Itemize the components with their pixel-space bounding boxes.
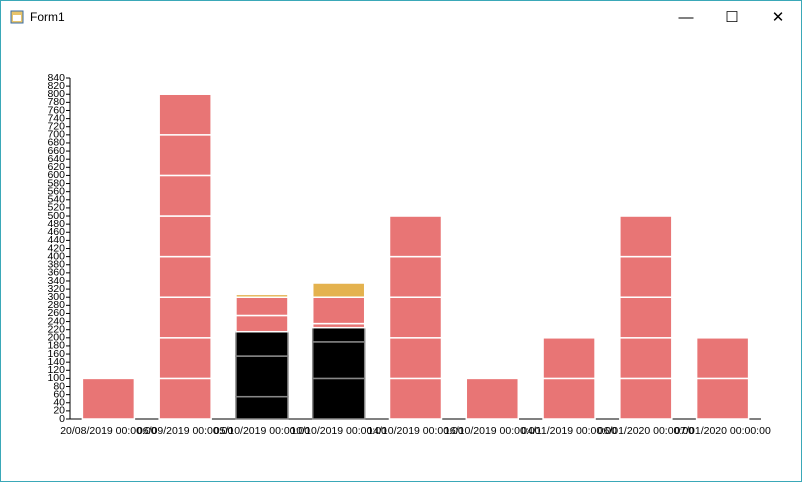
- y-tick-label: 520: [47, 202, 65, 214]
- y-tick-label: 260: [47, 307, 65, 319]
- bar-segment: [619, 377, 673, 420]
- bar-segment: [619, 296, 673, 339]
- bar-segment: [388, 296, 443, 339]
- app-icon: [10, 10, 24, 24]
- bar-segment: [235, 314, 289, 333]
- y-tick-label: 300: [47, 291, 65, 303]
- y-tick-label: 80: [53, 380, 65, 392]
- chart: 0204060801001201401601802002202402602803…: [47, 72, 771, 437]
- x-tick-label: 10/10/2019 00:00:00: [291, 425, 388, 437]
- bar-segment: [311, 377, 366, 420]
- y-tick-label: 820: [47, 80, 65, 92]
- x-tick-label: 16/10/2019 00:00:00: [444, 425, 541, 437]
- x-tick-label: 07/01/2020 00:00:00: [674, 425, 771, 437]
- y-tick-label: 120: [47, 364, 65, 376]
- bar-segment: [158, 337, 212, 380]
- bar-segment: [235, 293, 289, 298]
- x-tick-label: 06/01/2020 00:00:00: [598, 425, 695, 437]
- y-tick-label: 360: [47, 267, 65, 279]
- bar-segment: [311, 282, 366, 298]
- y-tick-label: 40: [53, 397, 65, 409]
- y-tick-label: 720: [47, 120, 65, 132]
- bar-segment: [235, 296, 289, 317]
- y-tick-label: 340: [47, 275, 65, 287]
- bar-segment: [158, 296, 212, 339]
- y-tick-label: 240: [47, 315, 65, 327]
- y-tick-label: 320: [47, 283, 65, 295]
- bar-segment: [619, 337, 673, 380]
- y-tick-label: 620: [47, 161, 65, 173]
- y-tick-label: 100: [47, 372, 65, 384]
- x-tick-label: 14/10/2019 00:00:00: [367, 425, 464, 437]
- y-tick-label: 180: [47, 340, 65, 352]
- y-tick-label: 600: [47, 169, 65, 181]
- y-tick-label: 20: [53, 405, 65, 417]
- y-tick-label: 500: [47, 210, 65, 222]
- y-tick-label: 460: [47, 226, 65, 238]
- x-tick-label: 05/10/2019 00:00:00: [214, 425, 311, 437]
- y-tick-label: 400: [47, 250, 65, 262]
- title-bar: Form1 — ☐ ✕: [1, 1, 801, 33]
- bar-segment: [465, 377, 520, 420]
- y-tick-label: 640: [47, 153, 65, 165]
- bar-segment: [388, 255, 443, 298]
- bar-segment: [235, 355, 289, 398]
- y-tick-label: 560: [47, 185, 65, 197]
- bar-segment: [81, 377, 136, 420]
- bar-segment: [235, 330, 289, 357]
- y-tick-label: 200: [47, 332, 65, 344]
- bar-segment: [695, 337, 750, 380]
- bar-segment: [695, 377, 750, 420]
- y-tick-label: 760: [47, 104, 65, 116]
- y-tick-label: 660: [47, 145, 65, 157]
- y-tick-label: 680: [47, 137, 65, 149]
- bar-segment: [158, 134, 212, 177]
- y-tick-label: 780: [47, 96, 65, 108]
- y-tick-label: 480: [47, 218, 65, 230]
- x-tick-label: 06/09/2019 00:00:00: [137, 425, 234, 437]
- bar-segment: [542, 337, 596, 380]
- y-tick-label: 420: [47, 242, 65, 254]
- y-tick-label: 540: [47, 194, 65, 206]
- bar-segment: [388, 215, 443, 258]
- bar-segment: [619, 255, 673, 298]
- y-tick-label: 60: [53, 388, 65, 400]
- y-tick-label: 140: [47, 356, 65, 368]
- bar-segment: [388, 337, 443, 380]
- bar-segment: [311, 341, 366, 380]
- y-tick-label: 840: [47, 72, 65, 84]
- bar-segment: [158, 377, 212, 420]
- x-tick-label: 04/11/2019 00:00:00: [521, 425, 617, 437]
- bar-segment: [235, 395, 289, 420]
- y-tick-label: 800: [47, 88, 65, 100]
- close-button[interactable]: ✕: [771, 9, 785, 26]
- bar-segment: [311, 326, 366, 343]
- x-tick-label: 20/08/2019 00:00:00: [60, 425, 157, 437]
- bar-segment: [158, 93, 212, 136]
- bar-segment: [542, 377, 596, 420]
- y-tick-label: 700: [47, 129, 65, 141]
- bar-segment: [158, 215, 212, 258]
- bar-segment: [158, 255, 212, 298]
- bar-segment: [619, 215, 673, 258]
- bar-segment: [158, 174, 212, 217]
- y-tick-label: 380: [47, 259, 65, 271]
- y-tick-label: 160: [47, 348, 65, 360]
- maximize-button[interactable]: ☐: [725, 9, 739, 26]
- y-tick-label: 220: [47, 323, 65, 335]
- bar-segment: [388, 377, 443, 420]
- minimize-button[interactable]: —: [678, 8, 694, 26]
- window-title: Form1: [30, 10, 65, 24]
- y-tick-label: 0: [59, 413, 65, 425]
- y-tick-label: 740: [47, 112, 65, 124]
- bar-segment: [311, 296, 366, 325]
- y-tick-label: 280: [47, 299, 65, 311]
- y-tick-label: 440: [47, 234, 65, 246]
- y-tick-label: 580: [47, 177, 65, 189]
